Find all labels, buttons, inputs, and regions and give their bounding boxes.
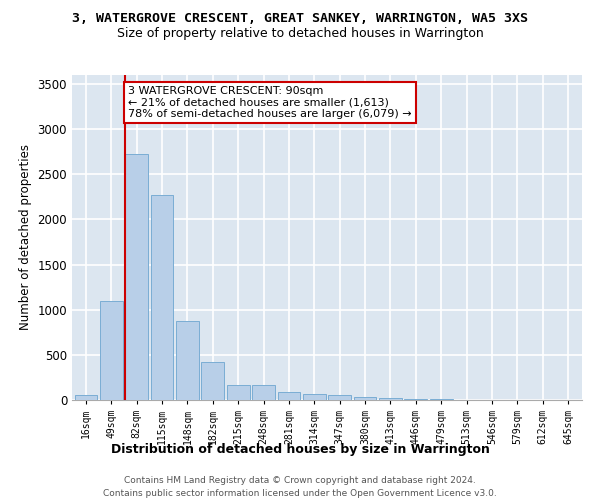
Bar [176, 320, 199, 400]
Bar [252, 385, 275, 400]
Text: Size of property relative to detached houses in Warrington: Size of property relative to detached ho… [116, 28, 484, 40]
Bar [202, 362, 224, 400]
Bar [125, 154, 148, 400]
Bar [278, 392, 301, 400]
Text: 3 WATERGROVE CRESCENT: 90sqm
← 21% of detached houses are smaller (1,613)
78% of: 3 WATERGROVE CRESCENT: 90sqm ← 21% of de… [128, 86, 412, 119]
Bar [404, 399, 427, 400]
Bar [379, 398, 402, 400]
Text: Contains public sector information licensed under the Open Government Licence v3: Contains public sector information licen… [103, 489, 497, 498]
Text: Contains HM Land Registry data © Crown copyright and database right 2024.: Contains HM Land Registry data © Crown c… [124, 476, 476, 485]
Text: 3, WATERGROVE CRESCENT, GREAT SANKEY, WARRINGTON, WA5 3XS: 3, WATERGROVE CRESCENT, GREAT SANKEY, WA… [72, 12, 528, 26]
Bar [353, 397, 376, 400]
Bar [100, 300, 123, 400]
Bar [227, 384, 250, 400]
Bar [151, 195, 173, 400]
Bar [303, 394, 326, 400]
Y-axis label: Number of detached properties: Number of detached properties [19, 144, 32, 330]
Text: Distribution of detached houses by size in Warrington: Distribution of detached houses by size … [110, 442, 490, 456]
Bar [328, 396, 351, 400]
Bar [74, 396, 97, 400]
